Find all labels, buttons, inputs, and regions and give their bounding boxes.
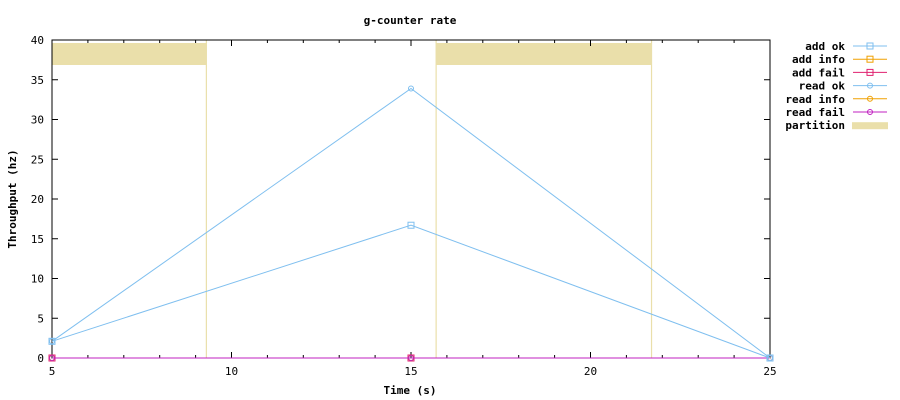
data-point-add-ok [407,221,415,229]
y-tick-label: 25 [31,153,44,166]
data-point-read-ok [408,85,414,92]
x-tick-label: 20 [584,365,597,378]
legend-label-read-fail: read fail [785,106,845,119]
legend-label-read-info: read info [785,93,845,106]
chart-title: g-counter rate [364,14,457,27]
data-point-read-fail [408,355,414,361]
series-line-add-ok [51,224,771,359]
legend-label-partition: partition [785,119,845,132]
y-tick-label: 20 [31,193,44,206]
series-layer [48,85,774,362]
x-axis-label: Time (s) [384,384,437,397]
series-line-read-ok [51,87,771,359]
y-tick-label: 40 [31,34,44,47]
legend-marker-read-fail [867,109,873,115]
y-axis-label: Throughput (hz) [6,149,19,248]
legend-label-read-ok: read ok [799,80,846,93]
y-tick-label: 10 [31,273,44,286]
x-tick-label: 10 [225,365,238,378]
y-tick-label: 30 [31,114,44,127]
plot-frame [51,39,771,359]
data-point-read-ok [49,338,55,345]
y-tick-label: 15 [31,233,44,246]
partition-bar-0 [52,43,207,65]
legend-marker-add-fail [866,68,874,76]
legend-label-add-ok: add ok [805,40,845,53]
legend-swatch-partition [852,122,888,130]
x-tick-label: 5 [49,365,56,378]
y-tick-label: 0 [37,352,44,365]
legend-label-add-info: add info [792,53,845,66]
partition-layer [52,40,653,358]
legend-marker-add-ok [866,42,874,50]
x-tick-label: 25 [763,365,776,378]
y-tick-label: 5 [37,312,44,325]
legend-marker-read-ok [867,82,873,89]
partition-bar-1 [436,43,652,65]
data-point-read-ok [767,355,773,361]
legend-marker-add-info [866,55,874,63]
data-point-read-fail [49,355,55,361]
y-tick-label: 35 [31,74,44,87]
x-tick-label: 15 [404,365,417,378]
legend-label-add-fail: add fail [792,66,845,79]
legend-marker-read-info [867,95,873,102]
